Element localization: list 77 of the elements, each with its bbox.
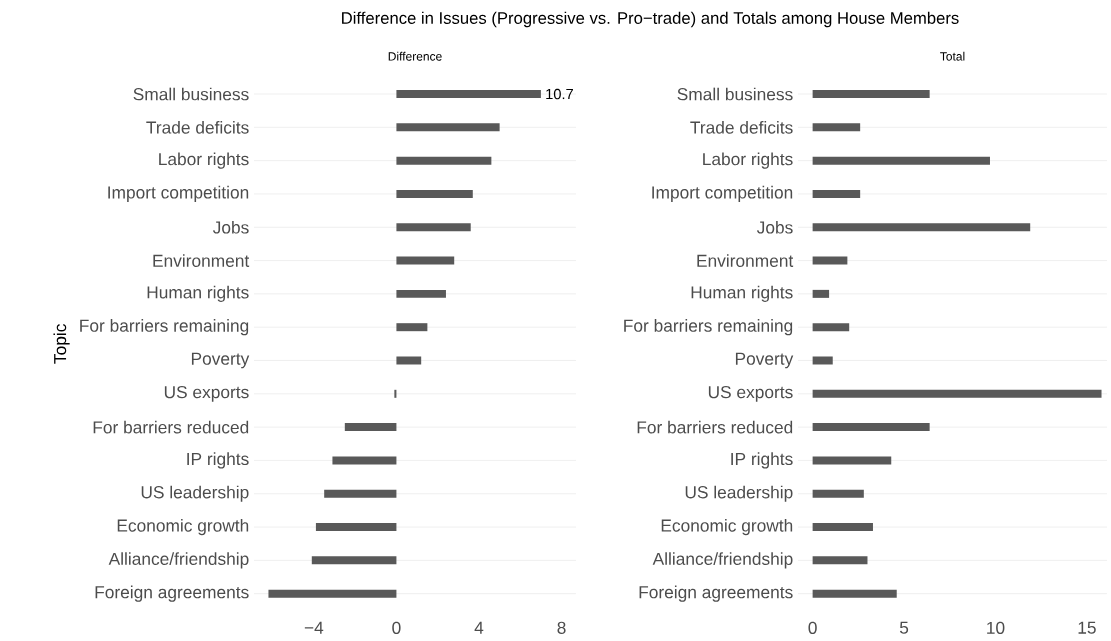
bar — [812, 189, 861, 198]
bar — [812, 156, 990, 165]
y-tick-label: IP rights — [187, 452, 249, 469]
y-tick-label: Trade deficits — [690, 120, 793, 134]
y-tick-label: Human rights — [691, 285, 793, 302]
bar — [396, 90, 541, 99]
bar — [344, 423, 397, 432]
bar — [315, 523, 397, 532]
bar — [812, 256, 848, 265]
y-tick-label: Foreign agreements — [639, 585, 793, 602]
bar — [812, 90, 930, 99]
text: Difference in Issues (Progressive vs. Pro−trade) and Totals among House Members — [342, 11, 959, 28]
annotation: 10.7 — [546, 88, 573, 100]
y-tick-label: Import competition — [652, 185, 793, 203]
y-tick-label: Labor rights — [703, 152, 793, 169]
y-tick-label: Alliance/friendship — [108, 552, 249, 569]
y-tick-label: Import competition — [108, 185, 249, 203]
y-tick-label: Alliance/friendship — [652, 552, 793, 569]
x-tick-label: 10 — [987, 621, 1005, 634]
y-tick-label: Small business — [677, 87, 793, 101]
y-tick-label: Economic growth — [117, 518, 249, 536]
bar — [311, 556, 397, 565]
y-tick-label: Jobs — [212, 220, 249, 234]
bar — [324, 489, 397, 498]
y-axis-title: Topic — [53, 324, 70, 364]
x-tick-label: 0 — [392, 621, 401, 634]
bar — [394, 389, 397, 398]
y-tick-label: Trade deficits — [146, 120, 249, 134]
bar — [396, 123, 500, 132]
bar — [812, 589, 897, 598]
y-tick-label: US leadership — [685, 485, 793, 502]
x-tick-label: 4 — [474, 621, 484, 634]
y-tick-label: IP rights — [731, 452, 793, 469]
y-tick-label: For barriers remaining — [624, 319, 793, 336]
bar — [396, 289, 446, 298]
y-tick-label: Human rights — [147, 285, 249, 302]
bar — [812, 423, 930, 432]
bar — [396, 256, 455, 265]
y-tick-label: For barriers reduced — [637, 420, 793, 434]
bar — [812, 456, 892, 465]
bar — [812, 356, 833, 365]
bar — [812, 523, 873, 532]
bar — [812, 289, 830, 298]
y-tick-label: Small business — [133, 87, 249, 101]
y-tick-label: Poverty — [191, 352, 250, 369]
bar — [396, 356, 422, 365]
bar — [396, 223, 471, 232]
bar — [812, 323, 850, 332]
bar — [396, 323, 428, 332]
x-tick-label: 5 — [899, 621, 909, 634]
y-tick-label: Labor rights — [159, 152, 249, 169]
bar — [332, 456, 397, 465]
y-tick-label: Environment — [697, 254, 794, 267]
y-tick-label: Foreign agreements — [95, 585, 249, 602]
y-tick-label: For barriers reduced — [93, 420, 249, 434]
y-tick-label: US leadership — [141, 485, 249, 502]
bar — [396, 156, 492, 165]
x-tick-label: 8 — [557, 621, 566, 634]
x-tick-label: 0 — [808, 621, 817, 634]
y-tick-label: US exports — [164, 385, 249, 402]
x-tick-label: 15 — [1078, 621, 1096, 634]
bar — [812, 223, 1031, 232]
bar — [812, 556, 868, 565]
chart-subtitle: Difference — [388, 51, 442, 61]
chart-title: Total — [940, 51, 965, 61]
bar — [268, 589, 397, 598]
bar — [812, 389, 1102, 398]
y-tick-label: US exports — [708, 385, 793, 402]
y-tick-label: Poverty — [735, 352, 794, 369]
bar — [812, 489, 864, 498]
y-tick-label: Economic growth — [661, 518, 793, 536]
y-tick-label: Environment — [153, 254, 250, 267]
y-tick-label: For barriers remaining — [80, 319, 249, 336]
x-tick-label: −4 — [304, 621, 324, 634]
bar — [812, 123, 861, 132]
bar — [396, 189, 473, 198]
y-tick-label: Jobs — [756, 220, 793, 234]
